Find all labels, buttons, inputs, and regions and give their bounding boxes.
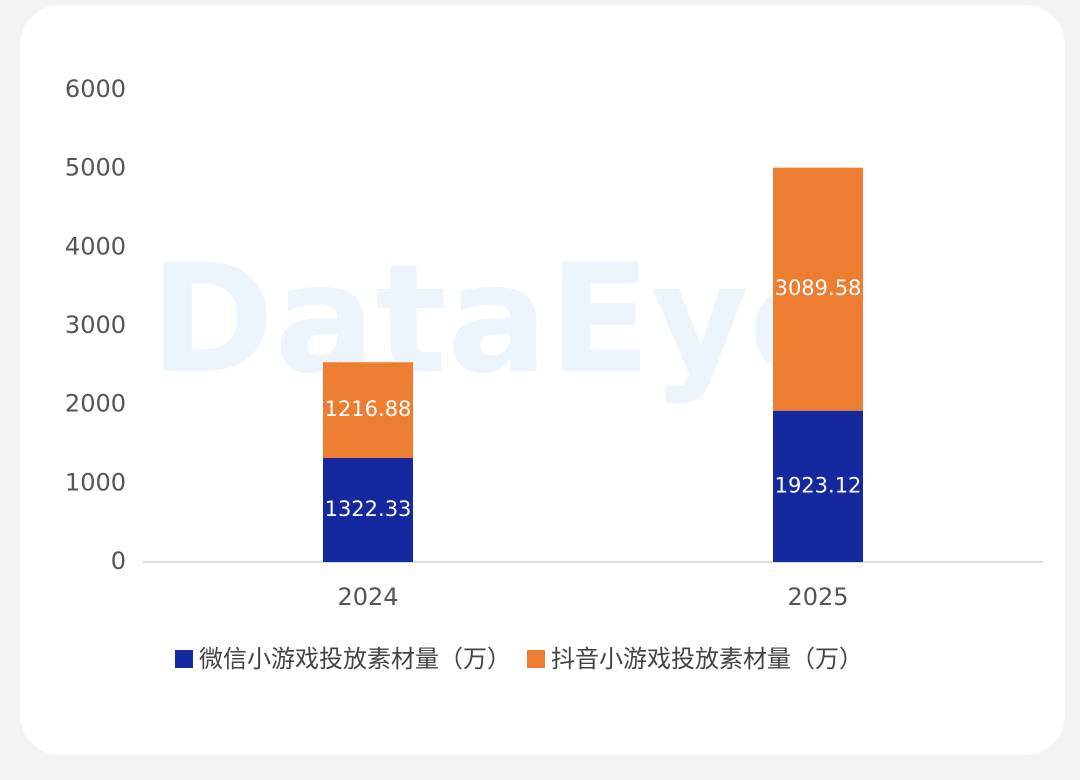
y-tick-label: 2000 <box>65 390 126 418</box>
y-tick-label: 0 <box>111 547 126 575</box>
y-tick-label: 4000 <box>65 232 126 260</box>
y-tick-label: 3000 <box>65 311 126 339</box>
y-tick-label: 6000 <box>65 75 126 103</box>
y-tick-label: 5000 <box>65 154 126 182</box>
x-tick-label: 2024 <box>337 583 398 611</box>
legend-label: 抖音小游戏投放素材量（万） <box>551 645 863 673</box>
legend-swatch <box>527 650 545 668</box>
x-tick-label: 2025 <box>787 583 848 611</box>
data-label: 3089.58 <box>775 276 862 300</box>
y-tick-label: 1000 <box>65 468 126 496</box>
data-label: 1322.33 <box>325 497 412 521</box>
bar-segment <box>323 457 413 562</box>
bar-segment <box>773 167 863 411</box>
data-label: 1216.88 <box>325 397 412 421</box>
watermark: DataEye <box>150 233 851 407</box>
bar-segment <box>773 410 863 562</box>
bar-segment <box>323 362 413 458</box>
data-label: 1923.12 <box>775 473 862 497</box>
legend-swatch <box>175 650 193 668</box>
legend-label: 微信小游戏投放素材量（万） <box>199 645 511 673</box>
